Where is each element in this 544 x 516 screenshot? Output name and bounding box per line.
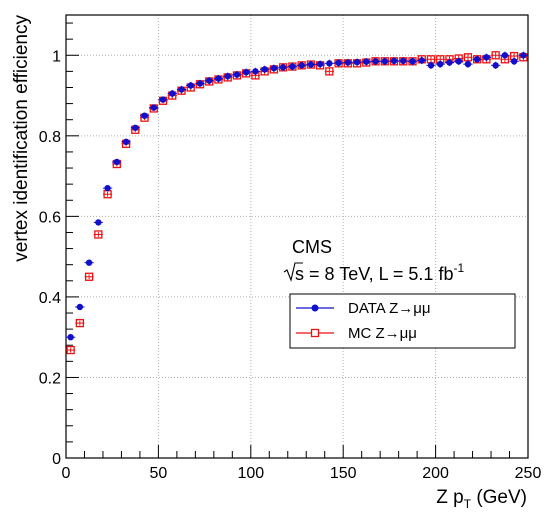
data-point [307, 61, 315, 68]
data-point [326, 60, 333, 67]
x-tick-label: 150 [330, 465, 357, 482]
data-point [76, 303, 84, 311]
cms-label: CMS [292, 237, 332, 257]
data-point [390, 57, 398, 65]
data-point [196, 80, 204, 87]
x-axis-title-sub: T [464, 497, 472, 511]
x-tick-label: 200 [422, 465, 449, 482]
data-point [510, 58, 518, 65]
mc-point [84, 272, 94, 281]
data-point [418, 57, 425, 64]
legend-label-data: DATA Z→μμ [348, 300, 431, 317]
y-tick-label: 1 [52, 48, 61, 65]
data-point [252, 68, 259, 75]
data-point [270, 64, 278, 72]
data-point [316, 60, 324, 68]
x-tick-label: 50 [150, 465, 168, 482]
data-point [122, 138, 130, 146]
x-axis-title-unit: (GeV) [471, 487, 527, 508]
data-point [85, 259, 93, 266]
data-point [224, 73, 231, 80]
tick-labels: 0 50 100 150 200 250 0 0.2 0.4 0.6 0.8 1 [39, 48, 542, 482]
sqrt-symbol [283, 262, 303, 282]
x-tick-label: 100 [237, 465, 264, 482]
data-point [455, 58, 462, 65]
y-tick-label: 0.4 [39, 290, 61, 307]
data-point [187, 82, 194, 89]
data-point [233, 71, 241, 78]
data-point [335, 59, 342, 67]
y-tick-label: 0.6 [39, 209, 61, 226]
energy-lumi-label: s = 8 TeV, L = 5.1 fb-1 [295, 261, 464, 284]
data-point [409, 58, 416, 65]
y-tick-label: 0 [52, 451, 61, 468]
data-point [298, 62, 305, 69]
data-point [215, 75, 222, 82]
data-point [353, 58, 361, 66]
legend-label-mc: MC Z→μμ [348, 325, 417, 342]
mc-point [94, 230, 103, 239]
y-tick-label: 0.8 [39, 129, 61, 146]
legend: DATA Z→μμ MC Z→μμ [289, 293, 516, 349]
data-point [113, 158, 121, 166]
data-point [400, 57, 407, 65]
series-group [66, 51, 528, 355]
data-point [150, 104, 157, 111]
data-point [492, 62, 499, 69]
y-axis-title: vertex identification efficiency [11, 15, 32, 262]
y-tick-label: 0.2 [39, 370, 61, 387]
data-point [289, 63, 296, 70]
legend-marker-mc [310, 328, 320, 338]
energy-lumi-text: = 8 TeV, L = 5.1 fb [304, 264, 453, 284]
data-point [279, 64, 287, 71]
data-point [437, 60, 444, 68]
data-point [473, 56, 481, 63]
data-point [363, 58, 370, 65]
x-axis-title-main: Z p [436, 487, 463, 508]
legend-marker-data [311, 304, 319, 312]
data-point [344, 59, 352, 66]
x-axis-title: Z pT (GeV) [436, 487, 527, 511]
data-point [67, 333, 74, 341]
data-point [381, 58, 388, 65]
sqrt-argument: s [295, 264, 304, 284]
legend-box [289, 293, 516, 349]
data-point [446, 59, 453, 66]
data-point [520, 52, 527, 59]
data-point [132, 124, 139, 131]
data-point [261, 66, 268, 73]
x-tick-label: 0 [62, 465, 71, 482]
mc-point [66, 345, 75, 355]
data-point [464, 60, 472, 68]
data-point [206, 77, 213, 84]
data-point [427, 62, 435, 69]
data-point [95, 219, 102, 226]
x-tick-label: 250 [515, 465, 542, 482]
data-point [141, 112, 148, 119]
data-point [169, 90, 176, 97]
data-point [104, 184, 111, 192]
data-point [372, 58, 379, 65]
data-point [501, 52, 509, 59]
mc-point [325, 67, 334, 76]
data-point [483, 54, 490, 61]
data-point [242, 68, 250, 76]
lumi-exponent: -1 [453, 261, 464, 275]
mc-point [75, 318, 85, 328]
mc-point [491, 51, 500, 60]
data-point [159, 96, 167, 103]
data-point [178, 86, 185, 93]
plot-frame [65, 14, 529, 459]
